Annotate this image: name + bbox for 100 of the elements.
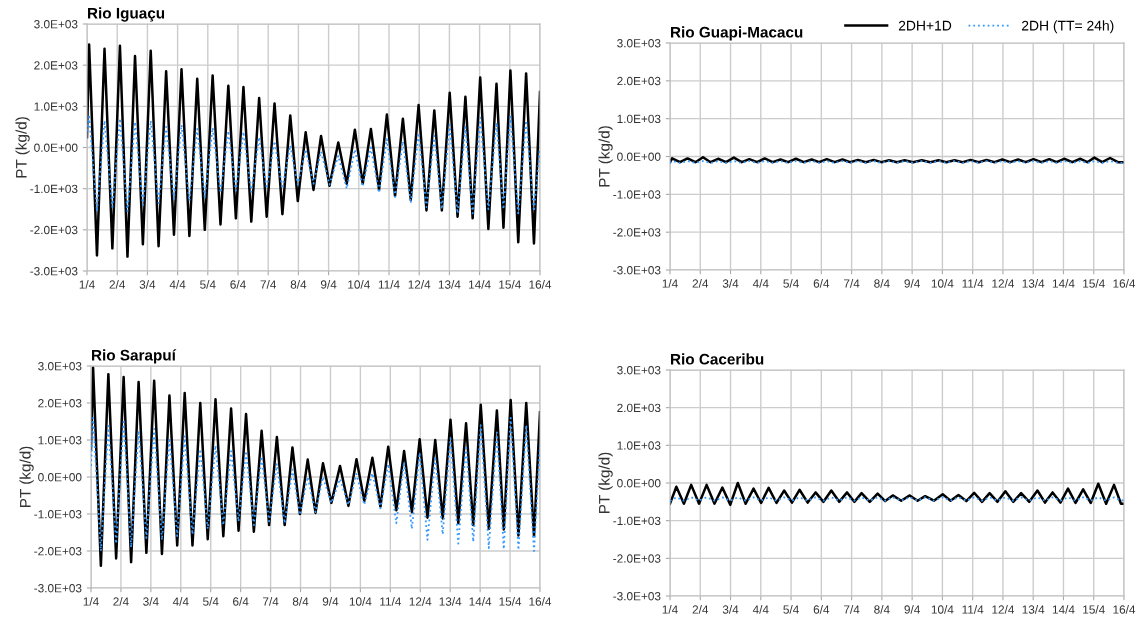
y-tick-label: 1.0E+03	[617, 441, 661, 450]
y-tick-label: 3.0E+03	[34, 20, 78, 29]
chart-title: Rio Iguaçu	[88, 7, 165, 22]
x-tick-label: 12/4	[992, 279, 1015, 288]
x-tick-label: 12/4	[992, 605, 1015, 614]
x-tick-label: 9/4	[904, 605, 920, 614]
x-tick-label: 7/4	[263, 597, 279, 606]
y-axis-title: PT (kg/d)	[598, 452, 613, 514]
y-tick-label: -2.0E+03	[30, 225, 78, 235]
x-tick-label: 11/4	[380, 597, 402, 606]
y-tick-label: 1.0E+03	[38, 436, 82, 445]
x-tick-label: 14/4	[1052, 279, 1075, 288]
x-tick-label: 9/4	[904, 279, 920, 288]
y-tick-label: -2.0E+03	[613, 554, 661, 563]
x-tick-label: 4/4	[752, 605, 769, 614]
y-tick-label: -3.0E+03	[613, 266, 661, 275]
y-tick-label: 2.0E+03	[617, 76, 661, 86]
y-axis-title: PT (kg/d)	[19, 446, 34, 508]
x-tick-label: 1/4	[79, 280, 95, 289]
legend-label: 2DH+1D	[898, 20, 952, 31]
x-tick-label: 4/4	[169, 280, 186, 289]
x-tick-label: 4/4	[172, 597, 189, 606]
y-tick-label: -3.0E+03	[30, 267, 78, 276]
y-tick-label: 0.0E+00	[617, 479, 661, 488]
y-tick-label: 3.0E+03	[617, 366, 661, 375]
y-tick-label: 2.0E+03	[617, 403, 661, 413]
x-tick-label: 10/4	[349, 597, 372, 606]
y-tick-label: -1.0E+03	[613, 190, 661, 199]
x-tick-label: 3/4	[143, 597, 159, 606]
x-tick-label: 9/4	[322, 597, 339, 606]
x-tick-label: 5/4	[200, 280, 216, 289]
x-tick-label: 10/4	[348, 280, 370, 289]
x-tick-label: 6/4	[230, 280, 246, 289]
x-tick-label: 15/4	[499, 597, 522, 606]
x-tick-label: 13/4	[438, 280, 461, 289]
x-tick-label: 15/4	[1083, 279, 1105, 288]
x-tick-label: 3/4	[722, 605, 739, 614]
y-axis-title: PT (kg/d)	[15, 117, 30, 178]
y-tick-label: 2.0E+03	[34, 61, 78, 70]
x-tick-label: 12/4	[408, 280, 431, 289]
x-tick-label: 3/4	[722, 279, 739, 288]
y-tick-label: 0.0E+00	[38, 473, 82, 482]
y-tick-label: -1.0E+03	[34, 510, 82, 519]
y-tick-label: 1.0E+03	[617, 114, 661, 124]
x-tick-label: 16/4	[1113, 605, 1136, 614]
y-tick-label: -2.0E+03	[613, 228, 661, 237]
x-tick-label: 6/4	[233, 597, 249, 606]
x-tick-label: 10/4	[931, 605, 954, 614]
x-tick-label: 15/4	[499, 280, 521, 289]
y-tick-label: 0.0E+00	[617, 152, 661, 161]
x-tick-label: 12/4	[409, 597, 432, 606]
y-axis-title: PT (kg/d)	[598, 126, 613, 187]
y-tick-label: 3.0E+03	[617, 39, 661, 48]
x-tick-label: 11/4	[962, 605, 984, 614]
x-tick-label: 2/4	[692, 605, 709, 614]
x-tick-label: 1/4	[662, 605, 678, 614]
x-tick-label: 9/4	[320, 280, 337, 289]
x-tick-label: 13/4	[439, 597, 462, 606]
x-tick-label: 7/4	[844, 279, 860, 288]
y-tick-label: 1.0E+03	[34, 102, 78, 111]
y-tick-label: 0.0E+00	[34, 143, 78, 152]
x-tick-label: 7/4	[260, 280, 277, 289]
x-tick-label: 14/4	[469, 280, 491, 289]
x-tick-label: 1/4	[662, 279, 678, 288]
y-tick-label: -3.0E+03	[34, 584, 82, 593]
x-tick-label: 2/4	[692, 279, 709, 288]
y-tick-label: -3.0E+03	[613, 592, 661, 601]
y-tick-label: -1.0E+03	[613, 516, 661, 526]
chart-title: Rio Caceribu	[671, 353, 764, 365]
x-tick-label: 8/4	[290, 280, 307, 289]
chart-title: Rio Guapi-Macacu	[671, 26, 803, 41]
x-tick-label: 13/4	[1022, 605, 1045, 614]
x-tick-label: 16/4	[1113, 279, 1136, 288]
x-tick-label: 4/4	[752, 279, 769, 288]
x-tick-label: 1/4	[83, 597, 99, 606]
x-tick-label: 3/4	[139, 280, 156, 289]
x-tick-label: 15/4	[1083, 605, 1105, 614]
x-tick-label: 7/4	[844, 605, 860, 614]
x-tick-label: 2/4	[109, 280, 126, 289]
y-tick-label: 2.0E+03	[38, 399, 82, 408]
y-tick-label: -2.0E+03	[34, 547, 82, 556]
x-tick-label: 16/4	[529, 597, 552, 606]
y-tick-label: -1.0E+03	[30, 184, 78, 194]
x-tick-label: 16/4	[529, 280, 552, 289]
x-tick-label: 8/4	[874, 279, 890, 288]
x-tick-label: 8/4	[874, 605, 890, 614]
x-tick-label: 10/4	[931, 279, 954, 288]
legend-label: 2DH (TT= 24h)	[1021, 20, 1114, 34]
x-tick-label: 11/4	[378, 280, 400, 289]
x-tick-label: 11/4	[962, 279, 984, 288]
x-tick-label: 14/4	[469, 597, 492, 606]
x-tick-label: 13/4	[1022, 279, 1045, 288]
x-tick-label: 6/4	[813, 279, 830, 288]
y-tick-label: 3.0E+03	[38, 362, 82, 371]
x-tick-label: 5/4	[203, 597, 219, 606]
x-tick-label: 8/4	[292, 597, 309, 606]
x-tick-label: 2/4	[113, 597, 129, 606]
chart-title: Rio Sarapuí	[92, 349, 177, 364]
x-tick-label: 5/4	[783, 605, 799, 614]
x-tick-label: 5/4	[783, 279, 799, 288]
